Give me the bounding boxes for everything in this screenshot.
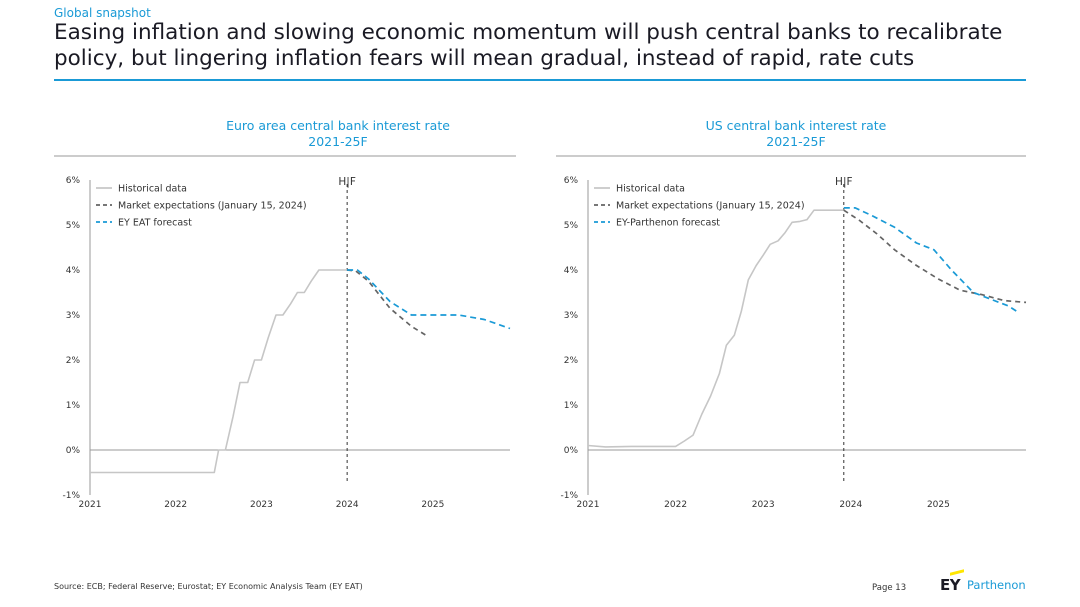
x-tick-label: 2021: [577, 500, 600, 510]
series-line-1: [347, 269, 427, 337]
chart-title-euro-main: Euro area central bank interest rate: [226, 118, 450, 133]
page-title: Easing inflation and slowing economic mo…: [54, 20, 1034, 72]
y-tick-label: 1%: [66, 401, 81, 411]
x-tick-label: 2021: [79, 500, 102, 510]
legend-label-2: EY-Parthenon forecast: [616, 218, 720, 229]
y-tick-label: 4%: [564, 266, 579, 276]
y-tick-label: 4%: [66, 266, 81, 276]
legend-label-0: Historical data: [118, 184, 187, 195]
y-tick-label: 3%: [66, 311, 81, 321]
chart-title-us: US central bank interest rate 2021-25F: [566, 118, 1026, 150]
source-note: Source: ECB; Federal Reserve; Eurostat; …: [54, 582, 363, 591]
page-number: Page 13: [872, 583, 907, 593]
y-tick-label: 0%: [564, 446, 579, 456]
logo-parthenon: Parthenon: [967, 578, 1026, 592]
y-tick-label: 5%: [564, 221, 579, 231]
series-line-1: [843, 209, 1027, 304]
x-tick-label: 2024: [839, 500, 862, 510]
y-tick-label: 0%: [66, 446, 81, 456]
y-tick-label: 2%: [564, 356, 579, 366]
chart-title-euro: Euro area central bank interest rate 202…: [54, 118, 622, 150]
chart-us: 6% 5% 4% 3% 2% 1% 0% -1%2021 2022 2023 2024 2025 H|F…: [556, 155, 1027, 510]
y-tick-label: 5%: [66, 221, 81, 231]
y-tick-label: 3%: [564, 311, 579, 321]
chart-title-us-main: US central bank interest rate: [705, 118, 887, 133]
y-tick-label: -1%: [560, 491, 578, 501]
headline-line-2: policy, but lingering inflation fears wi…: [54, 46, 915, 71]
series-line-0: [587, 209, 844, 448]
hf-divider-label: H|F: [338, 176, 355, 188]
logo-ey: EY: [940, 576, 961, 594]
series-line-2: [347, 269, 511, 330]
x-tick-label: 2023: [752, 500, 775, 510]
logo-bar: [950, 569, 964, 576]
y-tick-label: 1%: [564, 401, 579, 411]
y-tick-label: 2%: [66, 356, 81, 366]
ey-parthenon-logo: EY Parthenon: [940, 569, 1030, 596]
legend-label-1: Market expectations (January 15, 2024): [118, 201, 307, 212]
series-line-2: [843, 207, 1020, 314]
x-tick-label: 2025: [927, 500, 950, 510]
chart-subtitle-euro: 2021-25F: [308, 134, 368, 149]
title-rule: [54, 79, 1026, 81]
y-tick-label: -1%: [62, 491, 80, 501]
series-line-0: [90, 269, 348, 474]
x-tick-label: 2022: [664, 500, 687, 510]
y-tick-label: 6%: [66, 176, 81, 186]
hf-divider-label: H|F: [835, 176, 852, 188]
x-tick-label: 2022: [164, 500, 187, 510]
kicker: Global snapshot: [54, 6, 151, 20]
x-tick-label: 2024: [336, 500, 359, 510]
x-tick-label: 2025: [421, 500, 444, 510]
chart-euro: 6% 5% 4% 3% 2% 1% 0% -1%2021 2022 2023 2024 2025 H|F…: [54, 155, 516, 510]
y-tick-label: 6%: [564, 176, 579, 186]
legend-label-2: EY EAT forecast: [118, 218, 192, 229]
chart-subtitle-us: 2021-25F: [766, 134, 826, 149]
headline-line-1: Easing inflation and slowing economic mo…: [54, 20, 1003, 45]
legend-label-0: Historical data: [616, 184, 685, 195]
legend-label-1: Market expectations (January 15, 2024): [616, 201, 805, 212]
x-tick-label: 2023: [250, 500, 273, 510]
